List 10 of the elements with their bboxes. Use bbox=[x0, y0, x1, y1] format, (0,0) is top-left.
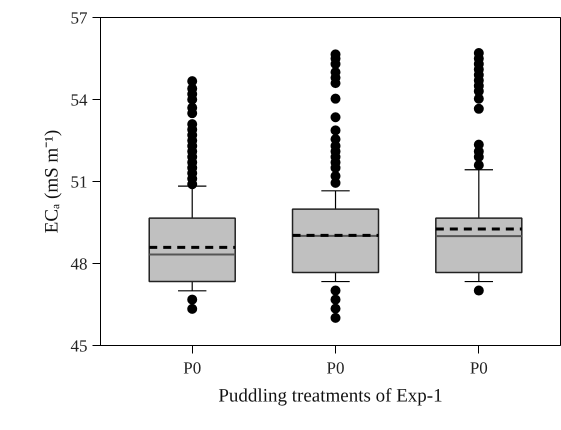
y-tick-label: 45 bbox=[70, 336, 88, 356]
y-tick-label: 54 bbox=[70, 90, 88, 110]
y-tick-label: 48 bbox=[70, 254, 88, 274]
x-tick-label: P0 bbox=[470, 358, 488, 378]
y-axis-title: ECₐ (mS m⁻¹) bbox=[42, 130, 62, 234]
x-tick-label: P0 bbox=[326, 358, 345, 378]
y-tick-label: 57 bbox=[70, 8, 88, 28]
x-axis-title: Puddling treatments of Exp-1 bbox=[218, 386, 443, 406]
y-tick-label: 51 bbox=[70, 172, 88, 192]
x-tick-label: P0 bbox=[183, 358, 202, 378]
